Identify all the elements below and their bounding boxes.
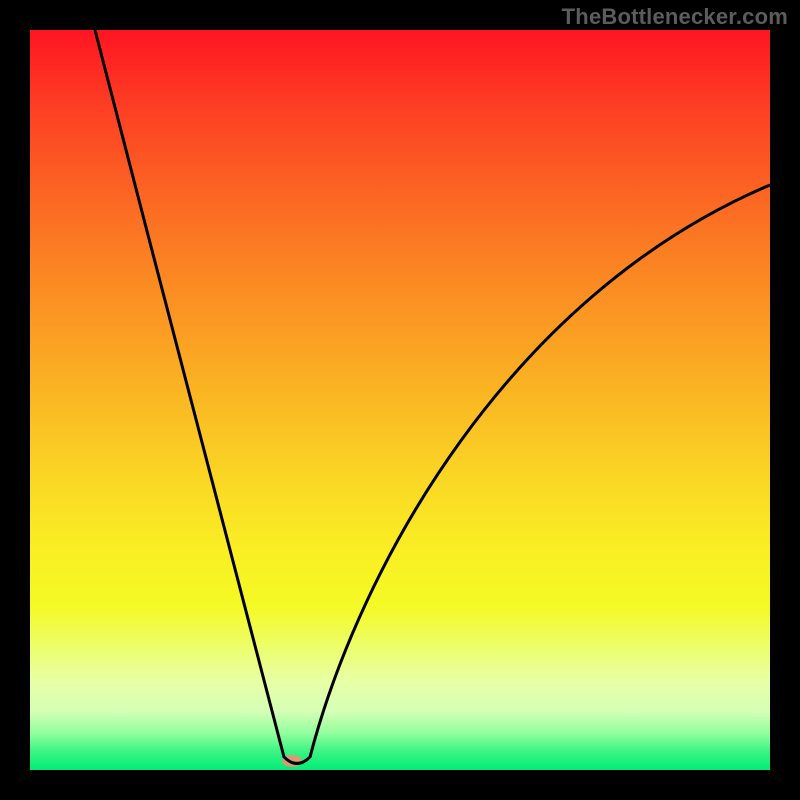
watermark-text: TheBottlenecker.com [562,4,788,30]
chart-frame: TheBottlenecker.com [0,0,800,800]
gradient-background [30,30,770,770]
plot-area [30,30,770,770]
